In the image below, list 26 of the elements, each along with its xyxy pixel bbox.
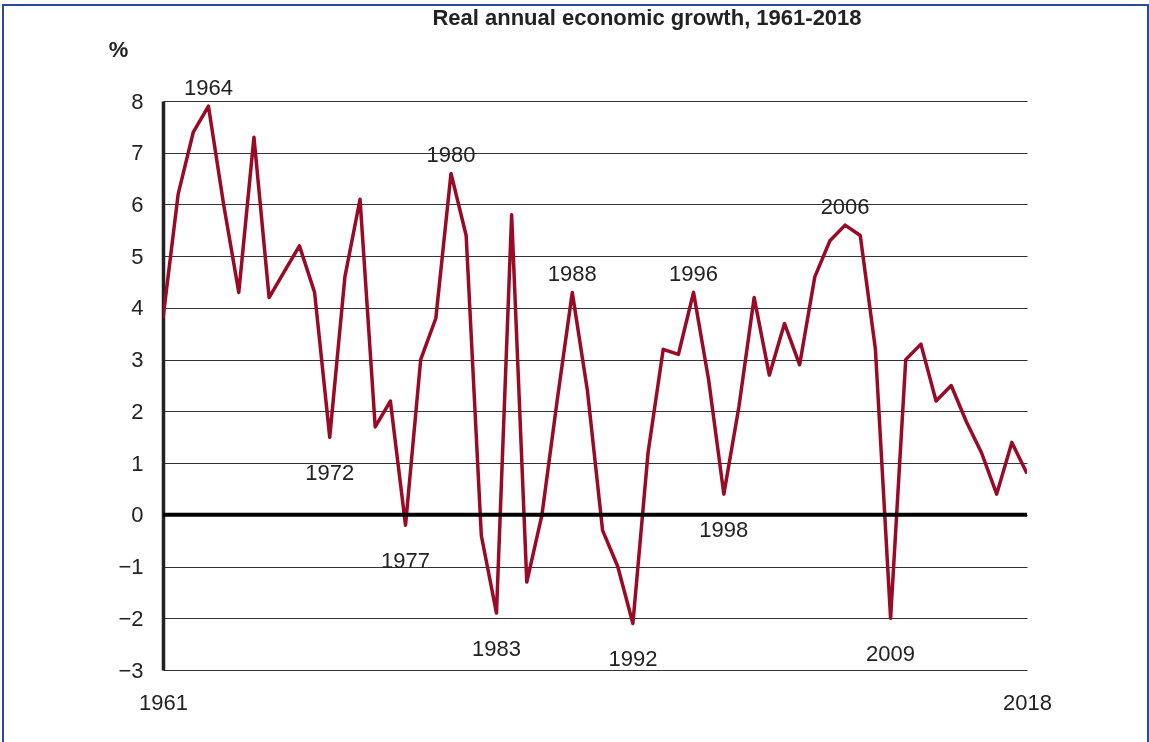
y-tick-label: 8 (131, 88, 144, 114)
annotation: 1998 (699, 517, 749, 543)
annotation: 1977 (381, 548, 430, 574)
y-tick-label: −1 (118, 554, 144, 580)
annotation: 1988 (547, 261, 597, 287)
annotation: 1972 (305, 460, 355, 486)
y-axis-title: % (108, 36, 129, 62)
chart-title: Real annual economic growth, 1961-2018 (432, 5, 862, 30)
annotation: 1996 (669, 261, 718, 287)
y-tick-label: −3 (118, 657, 144, 683)
y-tick-label: 3 (131, 347, 144, 373)
x-tick-label: 2018 (1003, 689, 1052, 715)
y-tick-label: 4 (131, 295, 144, 321)
annotation: 1992 (608, 646, 658, 672)
x-tick-label: 1961 (139, 689, 188, 715)
y-tick-label: 2 (131, 398, 144, 424)
y-tick-label: 6 (131, 191, 144, 217)
y-tick-label: 1 (131, 450, 144, 476)
line-series (163, 104, 1027, 626)
annotation: 2009 (866, 641, 916, 667)
y-tick-label: 7 (131, 140, 144, 166)
y-tick-label: 5 (131, 243, 144, 269)
y-tick-label: −2 (118, 605, 144, 631)
y-tick-label: 0 (131, 502, 144, 528)
annotation: 1964 (184, 75, 233, 101)
annotation: 1983 (472, 636, 521, 662)
